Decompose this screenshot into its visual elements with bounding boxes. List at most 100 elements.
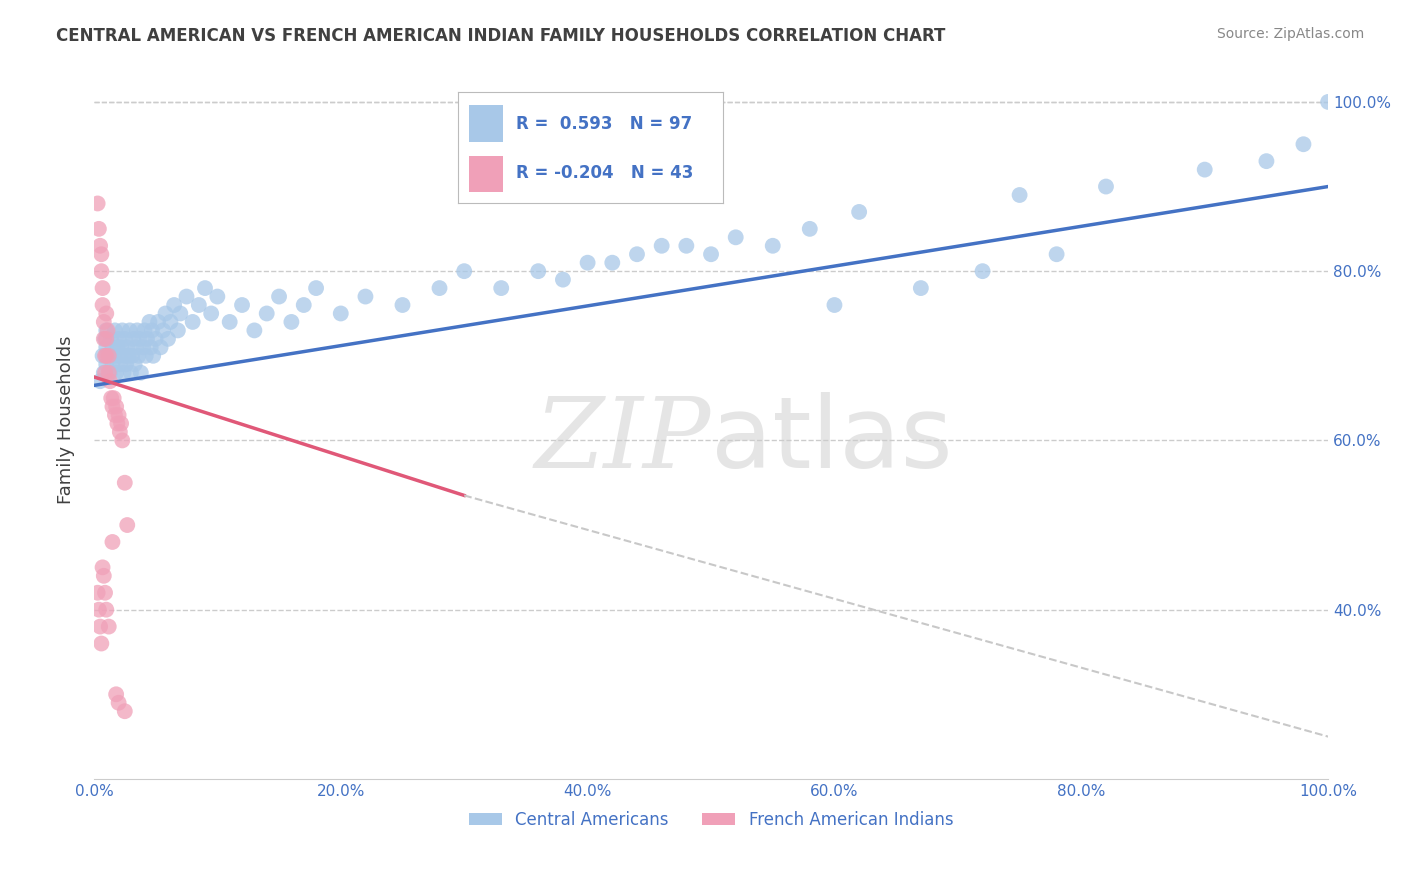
Point — [105, 400, 128, 414]
Point — [105, 366, 128, 380]
Point — [231, 298, 253, 312]
Point — [139, 340, 162, 354]
Point — [103, 349, 125, 363]
Point — [134, 323, 156, 337]
Point — [111, 434, 134, 448]
Point — [576, 256, 599, 270]
Point — [152, 323, 174, 337]
Point — [848, 205, 870, 219]
Point — [96, 349, 118, 363]
Point — [1095, 179, 1118, 194]
Point — [141, 323, 163, 337]
Point — [118, 323, 141, 337]
Point — [156, 332, 179, 346]
Point — [155, 306, 177, 320]
Point — [115, 357, 138, 371]
Point — [329, 306, 352, 320]
Point — [1194, 162, 1216, 177]
Point — [101, 400, 124, 414]
Point — [107, 349, 129, 363]
Point — [91, 281, 114, 295]
Point — [149, 340, 172, 354]
Point — [91, 560, 114, 574]
Point — [1317, 95, 1340, 109]
Point — [90, 636, 112, 650]
Point — [96, 340, 118, 354]
Point — [105, 417, 128, 431]
Point — [354, 289, 377, 303]
Point — [98, 374, 121, 388]
Point — [166, 323, 188, 337]
Point — [305, 281, 328, 295]
Point — [96, 602, 118, 616]
Point — [823, 298, 845, 312]
Point — [96, 323, 118, 337]
Point — [972, 264, 994, 278]
Point — [114, 475, 136, 490]
Point — [207, 289, 229, 303]
Point — [114, 349, 136, 363]
Point — [97, 349, 120, 363]
Text: atlas: atlas — [711, 392, 953, 490]
Point — [107, 696, 129, 710]
Point — [91, 349, 114, 363]
Point — [799, 222, 821, 236]
Point — [551, 272, 574, 286]
Point — [125, 340, 148, 354]
Point — [159, 315, 181, 329]
Point — [100, 391, 122, 405]
Point — [280, 315, 302, 329]
Point — [110, 417, 132, 431]
Point — [700, 247, 723, 261]
Point — [391, 298, 413, 312]
Point — [724, 230, 747, 244]
Point — [96, 332, 118, 346]
Point — [107, 332, 129, 346]
Point — [256, 306, 278, 320]
Legend: Central Americans, French American Indians: Central Americans, French American India… — [463, 804, 960, 835]
Point — [94, 366, 117, 380]
Point — [194, 281, 217, 295]
Point — [181, 315, 204, 329]
Point — [96, 357, 118, 371]
Point — [127, 349, 149, 363]
Point — [111, 323, 134, 337]
Point — [91, 298, 114, 312]
Point — [101, 340, 124, 354]
Point — [117, 518, 139, 533]
Point — [138, 315, 160, 329]
Point — [89, 619, 111, 633]
Point — [187, 298, 209, 312]
Point — [100, 332, 122, 346]
Point — [104, 408, 127, 422]
Point — [626, 247, 648, 261]
Point — [98, 366, 121, 380]
Point — [93, 332, 115, 346]
Point — [145, 332, 167, 346]
Point — [117, 340, 139, 354]
Point — [600, 256, 623, 270]
Point — [93, 315, 115, 329]
Point — [101, 535, 124, 549]
Point — [122, 332, 145, 346]
Point — [86, 586, 108, 600]
Point — [94, 332, 117, 346]
Point — [120, 366, 142, 380]
Point — [97, 366, 120, 380]
Point — [117, 349, 139, 363]
Point — [105, 340, 128, 354]
Point — [110, 340, 132, 354]
Point — [127, 323, 149, 337]
Point — [1256, 154, 1278, 169]
Point — [200, 306, 222, 320]
Point — [1008, 188, 1031, 202]
Text: Source: ZipAtlas.com: Source: ZipAtlas.com — [1216, 27, 1364, 41]
Point — [129, 366, 152, 380]
Point — [108, 357, 131, 371]
Point — [142, 349, 165, 363]
Point — [90, 264, 112, 278]
Point — [96, 306, 118, 320]
Point — [89, 239, 111, 253]
Point — [1046, 247, 1069, 261]
Point — [176, 289, 198, 303]
